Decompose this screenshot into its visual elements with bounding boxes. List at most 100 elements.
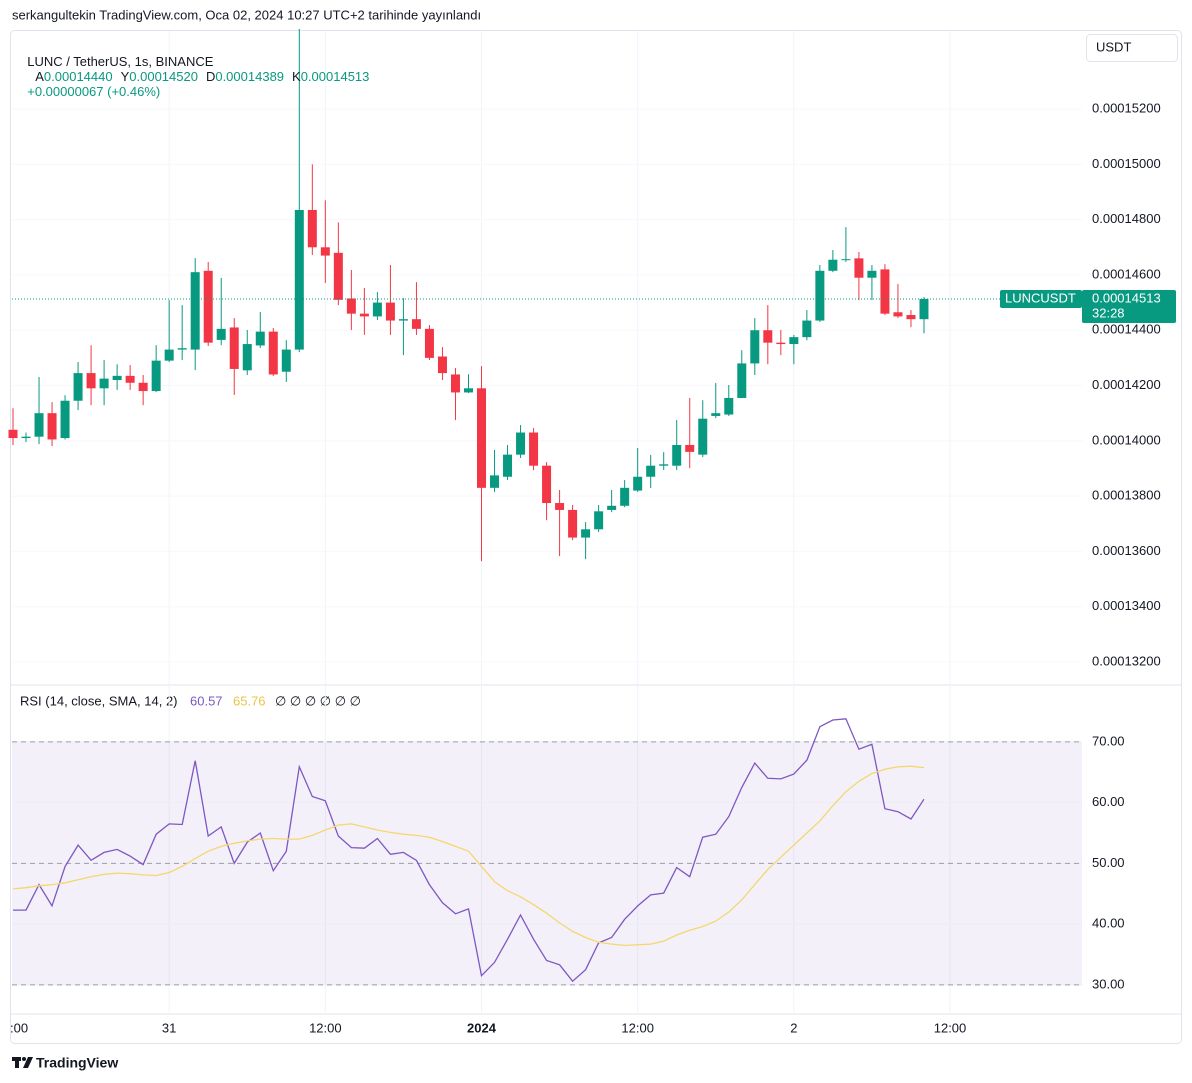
rsi-line [13, 718, 925, 983]
candle-body [555, 503, 565, 510]
candle-body [34, 413, 44, 437]
price-label-symbol: LUNCUSDT [1005, 290, 1076, 305]
price-label-price: 0.00014513 [1092, 290, 1161, 305]
candle-body [398, 319, 408, 321]
x-tick-label: 2024 [467, 1020, 497, 1035]
candle-body [568, 509, 578, 538]
price-label-box [1082, 289, 1176, 323]
candle-body [815, 270, 825, 321]
candle-body [411, 319, 421, 329]
rsi-sma-value: 65.76 [233, 693, 266, 708]
candle-body [763, 330, 773, 343]
caption: serkangultekin TradingView.com, Oca 02, … [12, 7, 481, 22]
ohlc-value: 0.00014513 [300, 69, 370, 84]
candle-body [190, 272, 200, 350]
candle-body [359, 313, 369, 317]
candle-body [21, 436, 31, 439]
y-tick-label: 0.00014600 [1092, 266, 1161, 281]
candle-body [724, 397, 734, 415]
candle-body [672, 444, 682, 466]
ohlc-key: A [35, 69, 44, 84]
y-tick-label: 0.00014200 [1092, 377, 1161, 392]
y-tick-label: 0.00013200 [1092, 653, 1161, 668]
tv-logo [12, 1057, 33, 1068]
y-tick-label: 30.00 [1092, 976, 1125, 991]
y-tick-label: 0.00015000 [1092, 156, 1161, 171]
y-tick-label: 0.00015200 [1092, 101, 1161, 116]
y-tick-label: 0.00013600 [1092, 543, 1161, 558]
candle-body [125, 375, 135, 383]
candle-body [581, 529, 591, 538]
candle-body [659, 464, 669, 466]
candle-body [880, 269, 890, 314]
candle-body [268, 331, 278, 375]
y-tick-label: 60.00 [1092, 794, 1125, 809]
candle-body [255, 331, 265, 346]
candle-body [86, 373, 96, 389]
candle-body [893, 312, 903, 317]
x-tick-label: :00 [10, 1020, 28, 1035]
x-tick-label: 2 [790, 1020, 797, 1035]
ohlc-key: Y [120, 69, 130, 84]
candle-body [372, 302, 382, 317]
candle-body [698, 418, 708, 455]
rsi-value: 60.57 [190, 693, 223, 708]
candle-body [229, 327, 239, 369]
x-tick-label: 12:00 [934, 1020, 967, 1035]
candle-body [424, 328, 434, 358]
y-tick-label: 40.00 [1092, 916, 1125, 931]
x-tick-label: 12:00 [309, 1020, 342, 1035]
candle-body [437, 356, 447, 374]
candle-body [620, 487, 630, 506]
ohlc-key: D [205, 69, 216, 84]
candle-body [8, 429, 18, 439]
candle-body [203, 270, 213, 343]
price-label-box [1000, 289, 1082, 308]
candle-body [112, 375, 122, 380]
candle-body [711, 413, 721, 416]
candle-body [463, 388, 473, 393]
candle-body [750, 330, 760, 364]
candle-body [516, 432, 526, 455]
candle-body [294, 209, 304, 350]
ohlc-value: 0.00014389 [215, 69, 285, 84]
y-tick-label: 0.00013800 [1092, 488, 1161, 503]
candle-body [607, 505, 617, 510]
candle-body [47, 413, 57, 440]
y-tick-label: 50.00 [1092, 855, 1125, 870]
candle-body [633, 476, 643, 491]
candle-body [151, 360, 161, 392]
symbol: LUNC / TetherUS, 1s, BINANCE [27, 54, 214, 69]
candle-body [594, 511, 604, 530]
candle-body [60, 400, 70, 439]
candle-body [177, 348, 187, 350]
rsi-title: RSI (14, close, SMA, 14, 2) [20, 693, 178, 708]
x-tick-label: 12:00 [621, 1020, 654, 1035]
candle-body [802, 320, 812, 338]
candle-body [906, 315, 916, 320]
candle-body [529, 432, 539, 466]
candle-body [854, 258, 864, 278]
legend: LUNC / TetherUS, 1s, BINANCE A0.00014440… [20, 39, 369, 99]
x-tick-label: 31 [162, 1020, 176, 1035]
y-tick-label: 70.00 [1092, 733, 1125, 748]
candle-body [138, 382, 148, 392]
candle-body [73, 373, 83, 401]
rsi-line [12, 765, 925, 947]
change: +0.00000067 (+0.46%) [27, 84, 161, 99]
brand: TradingView [36, 1055, 118, 1071]
candle-body [685, 444, 695, 452]
ohlc-key: K [292, 69, 301, 84]
y-tick-label: 0.00014400 [1092, 322, 1161, 337]
candle-body [216, 328, 226, 340]
y-tick-label: 0.00014000 [1092, 432, 1161, 447]
currency-button[interactable] [1086, 34, 1178, 62]
candle-body [281, 349, 291, 372]
ohlc-value: 0.00014440 [43, 69, 113, 84]
rsi-na-values: ∅ ∅ ∅ ∅ ∅ ∅ [275, 693, 361, 708]
candle-body [450, 374, 460, 393]
candle-body [789, 337, 799, 345]
candle-body [841, 259, 851, 261]
